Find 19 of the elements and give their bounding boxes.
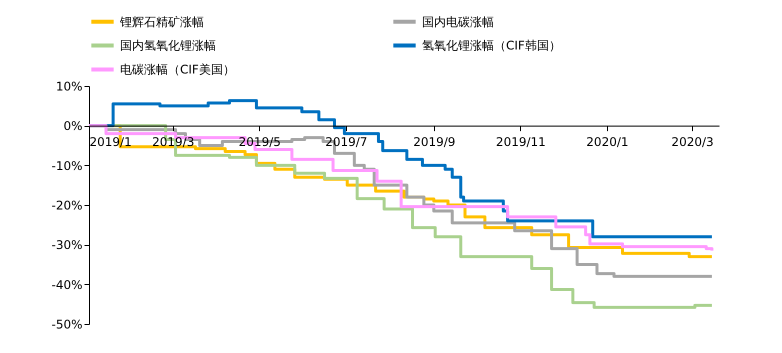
y-tick-label: -50% xyxy=(51,318,82,332)
legend-label: 锂辉石精矿涨幅 xyxy=(119,14,204,29)
legend-label: 氢氧化锂涨幅（CIF韩国） xyxy=(422,38,561,52)
y-tick-label: 0% xyxy=(63,119,82,134)
x-tick-label: 2019/9 xyxy=(413,135,456,150)
y-tick-label: -10% xyxy=(51,158,82,173)
y-tick-label: 10% xyxy=(56,80,82,94)
x-tick-label: 2019/3 xyxy=(152,135,194,150)
legend-label: 电碳涨幅（CIF美国） xyxy=(120,62,235,76)
x-tick-label: 2020/3 xyxy=(671,135,714,150)
legend-label: 国内氢氧化锂涨幅 xyxy=(120,38,216,52)
x-tick-label: 2020/1 xyxy=(586,135,629,150)
y-tick-label: -40% xyxy=(51,278,82,292)
y-tick-label: -30% xyxy=(51,238,82,252)
x-tick-label: 2019/7 xyxy=(325,135,368,150)
y-tick-label: -20% xyxy=(51,198,82,212)
legend-label: 国内电碳涨幅 xyxy=(422,14,494,29)
x-tick-label: 2019/5 xyxy=(238,135,281,150)
x-tick-label: 2019/11 xyxy=(496,135,546,150)
